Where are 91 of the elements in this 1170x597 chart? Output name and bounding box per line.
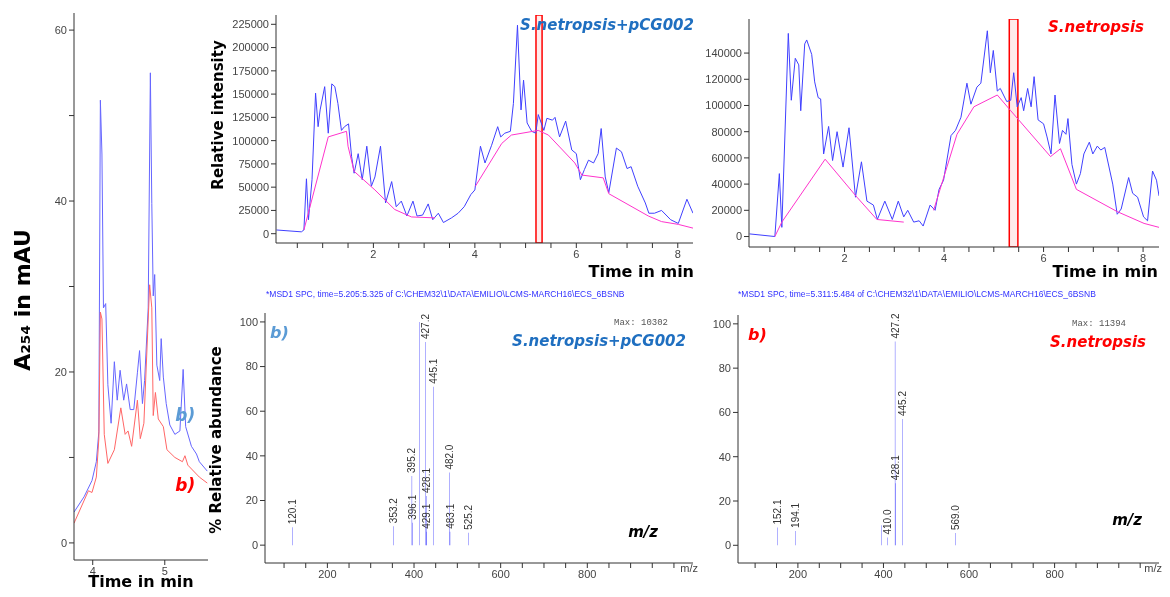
y-tick-label: 80000 [711, 125, 742, 138]
x-tick-label: 6 [1040, 251, 1047, 264]
annotation: 445.1 [428, 358, 440, 384]
y-tick-label: 120000 [705, 73, 742, 86]
y-tick-label: 60 [54, 24, 67, 36]
x-tick-label: 4 [471, 247, 478, 260]
annotation: 353.2 [388, 497, 400, 524]
y-tick-label: 20000 [711, 204, 742, 217]
y-tick-label: 125000 [232, 111, 269, 124]
y-tick-label: 25000 [238, 204, 269, 217]
annotation: 483.1 [444, 503, 456, 529]
annotation: 428.1 [420, 467, 432, 494]
annotation: 569.0 [950, 504, 962, 531]
annotation: 428.1 [889, 454, 901, 481]
text: *MSD1 SPC, time=5.311:5.484 of C:\CHEM32\1\DATA\EMILIO\LCMS-MARCH16\ECS_6BSNB [738, 289, 1096, 299]
y-tick-label: 40 [718, 450, 731, 463]
x-tick-label: 200 [318, 567, 337, 580]
y-axis-title: Relative intensity [209, 40, 227, 190]
y-tick-label: 20 [54, 365, 67, 378]
y-tick-label: 80 [718, 362, 731, 375]
x-tick-label: 800 [1045, 567, 1064, 580]
chart-title: S.netropsis [1048, 18, 1144, 36]
annotation: 395.2 [406, 447, 418, 473]
annotation: m/z [628, 523, 658, 541]
annotation: 482.0 [444, 444, 456, 470]
x-tick-label: 400 [874, 567, 893, 580]
y-tick-label: 140000 [705, 46, 742, 59]
x-tick-label: 8 [674, 247, 681, 260]
y-tick-label: 0 [262, 227, 269, 240]
annotation: m/z [1112, 511, 1142, 529]
y-tick-label: 175000 [232, 64, 269, 77]
y-tick-label: 20 [718, 494, 731, 507]
x-tick-label: 800 [578, 567, 597, 580]
x-tick-label: 8 [1140, 251, 1147, 264]
y-tick-label: 60 [718, 406, 731, 419]
annotation: b) [270, 323, 289, 342]
y-tick-label: 100000 [705, 99, 742, 112]
annotation: 120.1 [287, 498, 299, 525]
y-tick-label: 75000 [238, 157, 269, 170]
y-tick-label: 0 [735, 230, 742, 243]
line-series [74, 72, 208, 513]
text: S.netropsis [1050, 333, 1146, 351]
y-tick-label: 100 [712, 317, 731, 330]
y-tick-label: 0 [60, 536, 67, 549]
y-tick-label: 0 [251, 539, 258, 552]
x-tick-label: 6 [573, 247, 580, 260]
y-tick-label: 80 [245, 360, 258, 373]
y-tick-label: 60 [245, 405, 258, 418]
line-series [74, 284, 208, 524]
annotation: 525.2 [462, 504, 474, 530]
annotation: b) [748, 325, 767, 344]
annotation: Max: 11394 [1071, 319, 1126, 329]
y-tick-label: 100000 [232, 134, 269, 147]
annotation: 410.0 [882, 509, 894, 535]
text: *MSD1 SPC, time=5.205:5.325 of C:\CHEM32\1\DATA\EMILIO\LCMS-MARCH16\ECS_6BSNB [266, 289, 625, 299]
annotation: 396.1 [406, 494, 418, 520]
y-tick-label: 40 [245, 449, 258, 462]
y-tick-label: 50000 [238, 181, 269, 194]
annotation: 152.1 [771, 499, 783, 525]
y-tick-label: 20 [245, 494, 258, 507]
annotation: Max: 10302 [613, 318, 668, 328]
y-axis-title: % Relative abundance [207, 346, 225, 534]
annotation: 445.2 [897, 390, 909, 417]
y-tick-label: 150000 [232, 88, 269, 101]
y-tick-label: 40000 [711, 178, 742, 191]
y-tick-label: 100 [239, 315, 258, 328]
x-tick-label: 2 [841, 251, 848, 264]
x-tick-label: 4 [940, 251, 948, 264]
y-tick-label: 60000 [711, 151, 742, 164]
series-label: b) [175, 475, 196, 496]
series-label: b) [175, 405, 196, 426]
annotation: 427.2 [889, 313, 901, 339]
annotation: 429.1 [421, 503, 433, 529]
x-tick-label: 200 [788, 567, 808, 580]
x-tick-label: 600 [959, 567, 979, 580]
text: S.netropsis+pCG002 [512, 332, 686, 350]
x-tick-label: 400 [404, 567, 424, 580]
y-tick-label: 200000 [232, 41, 269, 54]
x-axis-title: m/z [680, 562, 698, 574]
x-tick-label: 600 [491, 567, 510, 580]
y-tick-label: 225000 [232, 18, 269, 31]
x-axis-title: Time in min [1052, 262, 1158, 281]
x-axis-title: Time in min [588, 262, 694, 281]
y-tick-label: 0 [724, 539, 731, 552]
x-tick-label: 5 [161, 564, 168, 577]
x-axis-title: m/z [1144, 562, 1162, 574]
x-tick-label: 2 [370, 247, 377, 260]
annotation: 194.1 [789, 502, 801, 528]
y-axis-title: A₂₅₄ in mAU [9, 229, 35, 371]
annotation: 427.2 [420, 313, 432, 340]
y-tick-label: 40 [54, 194, 67, 207]
